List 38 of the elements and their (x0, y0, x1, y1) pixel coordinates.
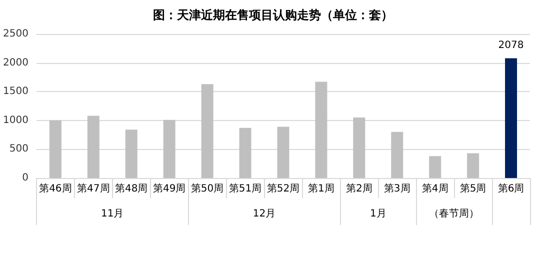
y-tick-label: 1500 (2, 86, 28, 98)
text: （春节周） (429, 208, 480, 220)
y-tick-label: 1000 (2, 114, 28, 126)
x-tick-label: 第47周 (77, 182, 110, 194)
x-tick-label: 第4周 (422, 182, 448, 194)
x-tick-label: 第3周 (384, 182, 410, 194)
chart-title: 图：天津近期在售项目认购走势（单位：套） (153, 8, 393, 22)
bar (391, 132, 404, 178)
text: 12月 (252, 208, 276, 220)
y-tick-label: 2500 (2, 28, 28, 40)
x-tick-label: 第1周 (308, 182, 334, 194)
bar (505, 58, 518, 178)
x-tick-label: 第50周 (190, 182, 224, 194)
data-label: 2078 (498, 40, 524, 51)
bar (429, 156, 442, 178)
x-tick-label: 第51周 (228, 182, 262, 194)
x-tick-label: 第6周 (498, 182, 524, 194)
bar (125, 130, 138, 178)
x-tick-label: 第46周 (39, 182, 72, 194)
y-tick-label: 2000 (2, 57, 28, 68)
x-tick-label: 第2周 (346, 182, 372, 194)
text: 1月 (370, 208, 386, 220)
bar (49, 120, 62, 178)
bar (87, 116, 100, 178)
x-tick-label: 第5周 (460, 182, 486, 194)
y-tick-label: 0 (22, 172, 28, 184)
y-tick-label: 500 (9, 144, 28, 155)
bar (201, 84, 214, 178)
bar (163, 120, 176, 178)
text: 11月 (101, 208, 124, 220)
x-tick-label: 第52周 (266, 182, 300, 194)
bar (277, 126, 290, 178)
x-tick-label: 第48周 (114, 182, 148, 194)
bar (353, 118, 366, 178)
bar (239, 128, 252, 178)
bar (467, 153, 480, 178)
x-tick-label: 第49周 (152, 182, 186, 194)
bar (315, 82, 328, 178)
